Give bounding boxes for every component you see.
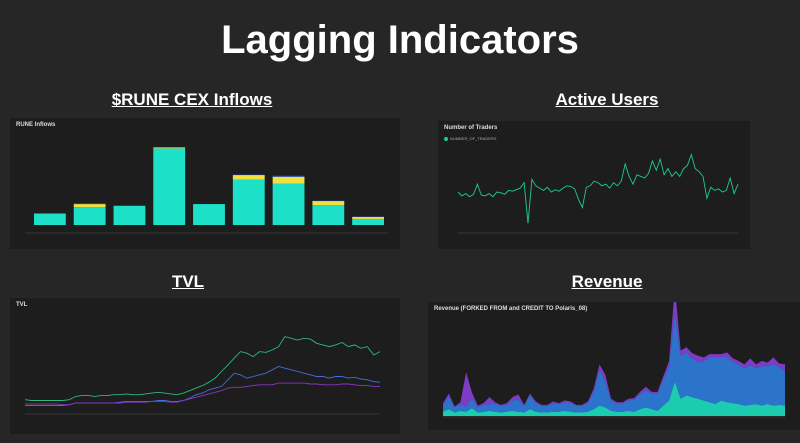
area-series (443, 381, 785, 416)
bar (352, 218, 385, 225)
bar (272, 176, 305, 184)
bar (153, 148, 186, 225)
series-line (457, 153, 739, 224)
chart-panel-traders: Number of Traders NUMBER_OF_TRADERS (438, 121, 750, 249)
area-series (443, 302, 785, 408)
section-title-inflows: $RUNE CEX Inflows (111, 90, 273, 109)
slide-title: Lagging Indicators (221, 18, 579, 62)
chart-panel-inflows: RUNE Inflows (10, 118, 400, 249)
series-line (25, 382, 380, 406)
bar (312, 205, 345, 225)
bar (232, 175, 265, 180)
chart-svg (443, 302, 785, 418)
section-title-revenue: Revenue (571, 272, 643, 291)
bar (113, 205, 146, 225)
bar (73, 207, 106, 225)
bar (232, 179, 265, 225)
bar (73, 204, 106, 208)
section-title-tvl: TVL (171, 272, 205, 291)
bar (153, 147, 186, 149)
bar (33, 213, 66, 225)
bar (312, 201, 345, 206)
chart-title: TVL (16, 302, 28, 308)
chart-panel-tvl: TVL (10, 298, 400, 434)
section-title-active-users: Active Users (555, 90, 659, 109)
area-series (443, 312, 785, 413)
bar (193, 204, 225, 225)
bar (352, 216, 385, 219)
chart-title: RUNE Inflows (16, 122, 56, 128)
bar (272, 183, 305, 225)
legend-item: NUMBER_OF_TRADERS (444, 136, 496, 141)
chart-svg (24, 336, 381, 415)
bar (73, 203, 106, 205)
bar (272, 175, 305, 177)
chart-title: Number of Traders (444, 125, 498, 131)
series-line (24, 336, 381, 401)
chart-panel-revenue: Revenue (FORKED FROM and CREDIT TO Polar… (428, 302, 800, 430)
chart-title: Revenue (FORKED FROM and CREDIT TO Polar… (434, 306, 588, 312)
chart-svg (457, 153, 739, 234)
chart-svg (25, 147, 388, 234)
